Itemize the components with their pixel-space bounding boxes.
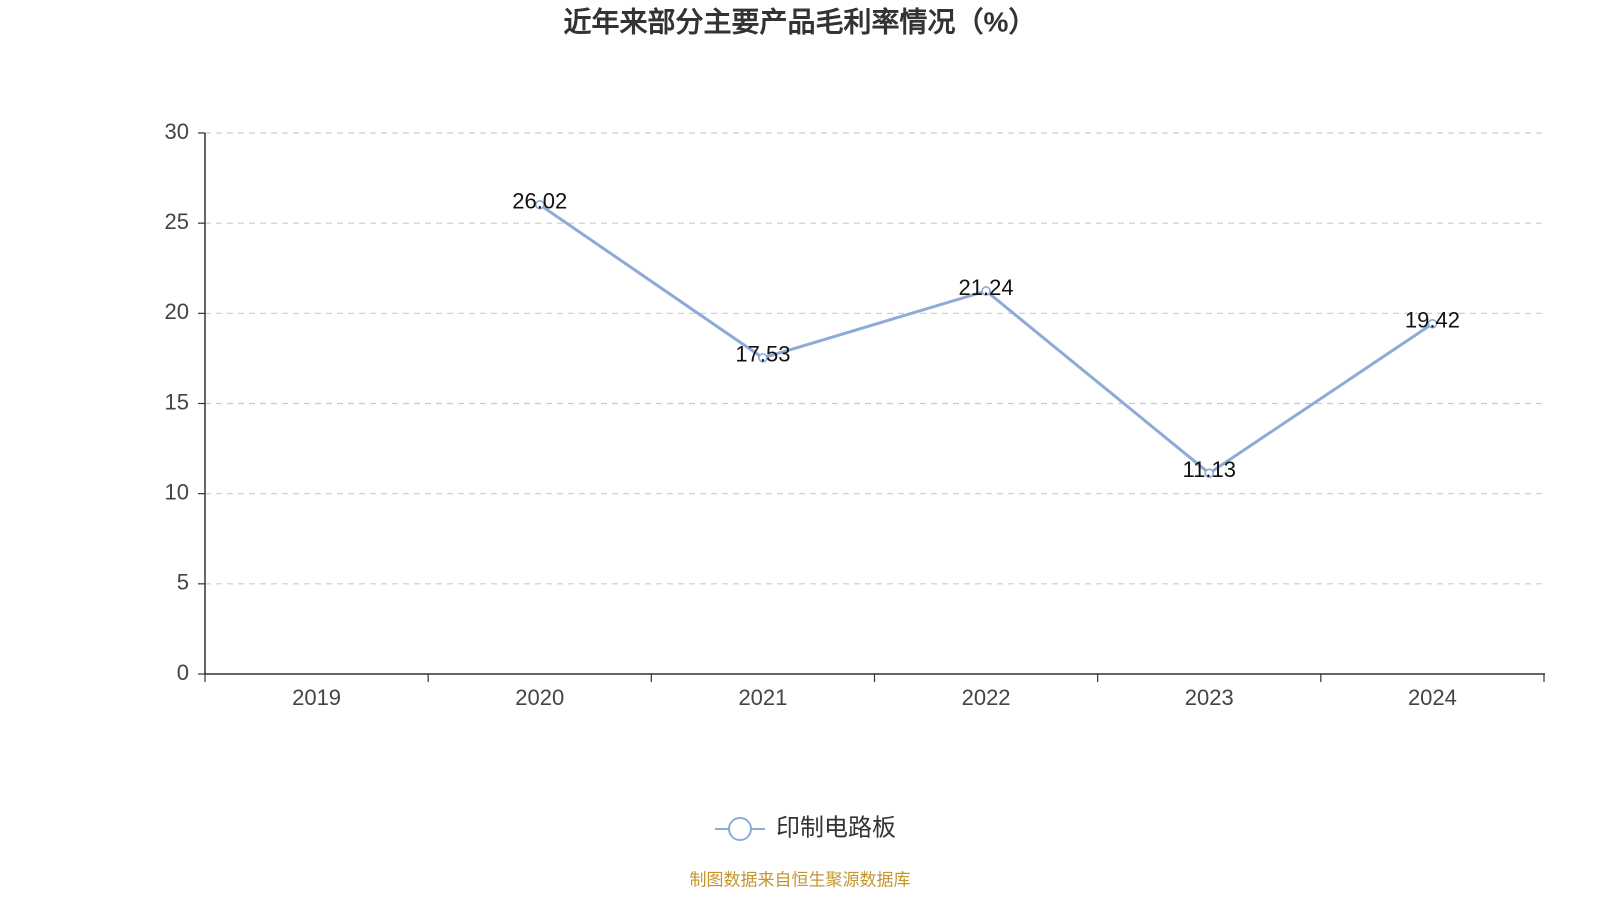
x-tick-label: 2024 bbox=[1408, 685, 1457, 710]
data-point-marker bbox=[1427, 318, 1438, 329]
y-tick-label: 15 bbox=[165, 389, 189, 414]
data-label: 19.42 bbox=[1405, 308, 1460, 333]
chart-title: 近年来部分主要产品毛利率情况（%） bbox=[564, 5, 1037, 37]
data-point-marker bbox=[534, 199, 545, 210]
y-tick-label: 0 bbox=[177, 660, 189, 685]
series-line bbox=[538, 203, 1434, 475]
data-point-marker bbox=[758, 353, 768, 363]
x-tick-label: 2023 bbox=[1185, 685, 1234, 710]
axes: 0 5 10 15 20 25 30 2019 2020 2021 2022 2023 2024 bbox=[165, 119, 1545, 710]
y-tick-label: 10 bbox=[165, 479, 189, 504]
x-tick-label: 2021 bbox=[738, 685, 787, 710]
x-tick-label: 2022 bbox=[962, 685, 1011, 710]
data-point-marker bbox=[981, 286, 991, 296]
y-tick-label: 30 bbox=[165, 119, 189, 144]
series-layer bbox=[534, 199, 1438, 479]
data-point-marker bbox=[1204, 468, 1215, 479]
data-label: 21.24 bbox=[959, 275, 1014, 300]
x-tick-label: 2020 bbox=[515, 685, 564, 710]
data-label: 26.02 bbox=[512, 189, 567, 214]
grid-lines bbox=[205, 132, 1544, 585]
x-tick-label: 2019 bbox=[292, 685, 341, 710]
source-note: 制图数据来自恒生聚源数据库 bbox=[690, 870, 911, 889]
data-label: 17.53 bbox=[735, 342, 790, 367]
legend-label: 印制电路板 bbox=[776, 814, 896, 841]
y-tick-label: 20 bbox=[165, 299, 189, 324]
data-label: 11.13 bbox=[1183, 457, 1236, 482]
y-tick-label: 5 bbox=[177, 570, 189, 595]
legend-marker-icon bbox=[728, 817, 752, 841]
data-labels: 26.02 17.53 21.24 11.13 19.42 bbox=[512, 189, 1460, 483]
y-tick-label: 25 bbox=[165, 209, 189, 234]
legend[interactable]: 印制电路板 bbox=[715, 814, 896, 841]
